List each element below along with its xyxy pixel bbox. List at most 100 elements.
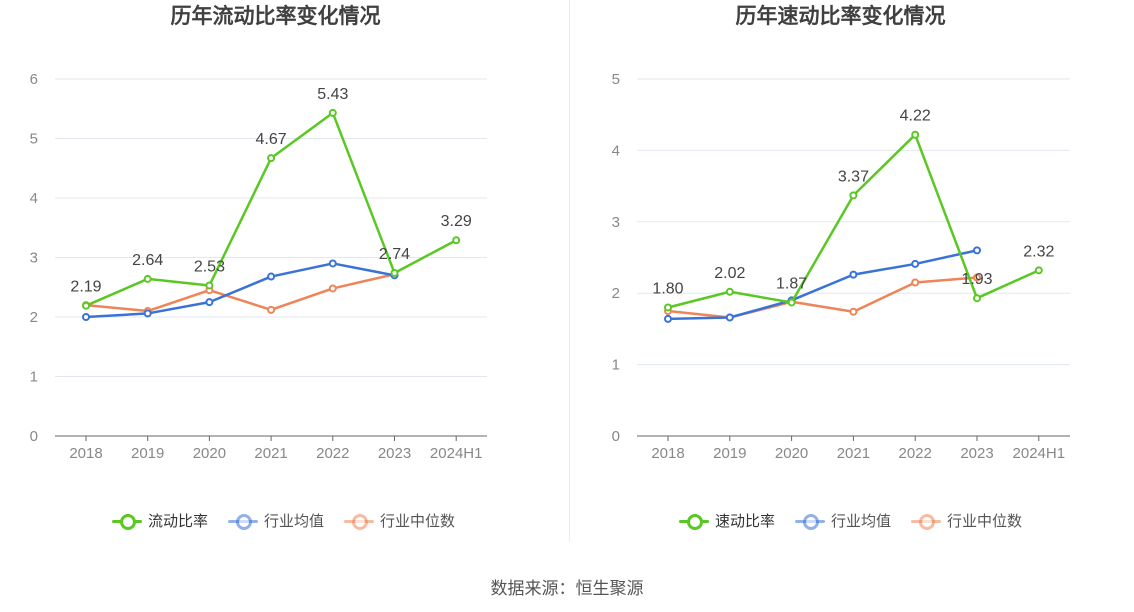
- data-point[interactable]: [143, 274, 152, 283]
- y-tick-label: 1: [612, 357, 620, 374]
- panel-divider: [569, 0, 570, 542]
- data-point[interactable]: [911, 130, 920, 139]
- data-point[interactable]: [267, 154, 276, 163]
- quick-ratio-chart: 历年速动比率变化情况 0 1 2 3 4 5 2018 2019 2020 2021 2022 202…: [567, 0, 1134, 550]
- x-tick-label: 2021: [837, 445, 870, 462]
- x-tick-label: 2020: [775, 445, 808, 462]
- chart-title: 历年速动比率变化情况: [735, 5, 946, 28]
- data-point[interactable]: [267, 272, 276, 281]
- legend-item[interactable]: 行业中位数: [911, 510, 1022, 531]
- data-point[interactable]: [205, 298, 214, 307]
- x-tick-label: 2024H1: [1013, 445, 1066, 462]
- legend: 速动比率 行业均值 行业中位数: [567, 510, 1134, 531]
- y-tick-label: 3: [612, 214, 620, 231]
- legend-item[interactable]: 行业均值: [794, 510, 891, 531]
- current-ratio-chart: 历年流动比率变化情况 0 1 2 3 4 5 6 2018 2019 2020 2021 2022 20…: [0, 0, 567, 550]
- data-point[interactable]: [849, 191, 858, 200]
- data-label: 1.87: [776, 275, 807, 292]
- data-point[interactable]: [205, 281, 214, 290]
- series-line: [667, 276, 978, 319]
- data-point[interactable]: [849, 307, 858, 316]
- data-label: 3.37: [838, 168, 869, 185]
- legend-item[interactable]: 行业中位数: [344, 510, 455, 531]
- data-point[interactable]: [267, 305, 276, 314]
- data-label: 2.74: [379, 246, 410, 263]
- data-label: 5.43: [317, 86, 348, 103]
- y-tick-label: 3: [30, 250, 38, 267]
- data-point[interactable]: [328, 284, 337, 293]
- x-tick-label: 2022: [316, 445, 349, 462]
- x-tick-label: 2022: [899, 445, 932, 462]
- data-point[interactable]: [787, 298, 796, 307]
- data-point[interactable]: [973, 246, 981, 255]
- legend-label: 行业中位数: [380, 513, 456, 530]
- legend-label: 速动比率: [714, 513, 775, 530]
- data-point[interactable]: [390, 268, 399, 277]
- legend-marker: [794, 513, 825, 530]
- data-point[interactable]: [143, 309, 152, 318]
- legend-marker: [911, 513, 941, 530]
- y-tick-label: 2: [30, 309, 38, 326]
- x-tick-label: 2020: [193, 445, 226, 462]
- data-point[interactable]: [973, 273, 981, 282]
- data-label: 2.64: [132, 252, 163, 269]
- y-tick-label: 5: [612, 71, 620, 88]
- data-point[interactable]: [664, 303, 672, 312]
- data-point[interactable]: [664, 314, 672, 323]
- data-label: 2.19: [70, 279, 101, 296]
- legend-label: 行业均值: [830, 513, 891, 530]
- legend-label: 行业中位数: [947, 513, 1023, 530]
- legend-marker: [227, 513, 258, 530]
- legend-marker: [111, 513, 142, 530]
- data-label: 2.02: [714, 265, 745, 282]
- y-tick-label: 2: [612, 285, 620, 302]
- quick-ratio-plot: 0 1 2 3 4 5 2018 2019 2020 2021 2022 2023 2024H1 1.80…: [612, 71, 1070, 462]
- data-label: 2.53: [194, 258, 225, 275]
- y-tick-label: 6: [30, 71, 38, 88]
- data-point[interactable]: [452, 236, 461, 245]
- legend-label: 流动比率: [147, 513, 208, 530]
- data-point[interactable]: [911, 259, 920, 268]
- x-tick-label: 2018: [69, 445, 102, 462]
- data-point[interactable]: [82, 301, 90, 310]
- y-tick-label: 1: [30, 369, 38, 386]
- data-point[interactable]: [973, 294, 981, 303]
- data-point[interactable]: [911, 278, 920, 287]
- y-tick-label: 4: [612, 142, 620, 159]
- y-tick-label: 4: [30, 190, 38, 207]
- data-label: 1.80: [652, 280, 683, 297]
- chart-title: 历年流动比率变化情况: [170, 5, 381, 28]
- data-point[interactable]: [1034, 266, 1043, 275]
- legend: 流动比率 行业均值 行业中位数: [0, 510, 567, 531]
- y-tick-label: 0: [612, 428, 620, 445]
- data-label: 4.22: [900, 108, 931, 125]
- data-point[interactable]: [82, 313, 90, 321]
- legend-marker: [678, 513, 709, 530]
- series-line: [85, 262, 395, 319]
- legend-item[interactable]: 行业均值: [227, 510, 324, 531]
- legend-item[interactable]: 流动比率: [111, 510, 208, 531]
- x-tick-label: 2019: [713, 445, 746, 462]
- x-tick-label: 2019: [131, 445, 164, 462]
- data-point[interactable]: [328, 108, 337, 117]
- y-tick-label: 0: [30, 428, 38, 445]
- data-label: 4.67: [256, 131, 287, 148]
- data-label: 1.93: [961, 271, 992, 288]
- x-tick-label: 2024H1: [430, 445, 483, 462]
- x-tick-label: 2018: [651, 445, 684, 462]
- y-tick-label: 5: [30, 131, 38, 148]
- series-line: [667, 249, 978, 321]
- data-point[interactable]: [328, 259, 337, 268]
- data-point[interactable]: [849, 270, 858, 279]
- data-label: 3.29: [441, 213, 472, 230]
- data-point[interactable]: [725, 313, 734, 322]
- x-tick-label: 2023: [378, 445, 411, 462]
- legend-label: 行业均值: [263, 513, 324, 530]
- data-point[interactable]: [725, 287, 734, 296]
- series-line: [85, 272, 395, 313]
- legend-item[interactable]: 速动比率: [678, 510, 775, 531]
- x-tick-label: 2023: [960, 445, 993, 462]
- data-source: 数据来源：恒生聚源: [490, 579, 644, 598]
- x-tick-label: 2021: [254, 445, 287, 462]
- current-ratio-plot: 0 1 2 3 4 5 6 2018 2019 2020 2021 2022 2023 2024H1 2.1…: [30, 71, 487, 462]
